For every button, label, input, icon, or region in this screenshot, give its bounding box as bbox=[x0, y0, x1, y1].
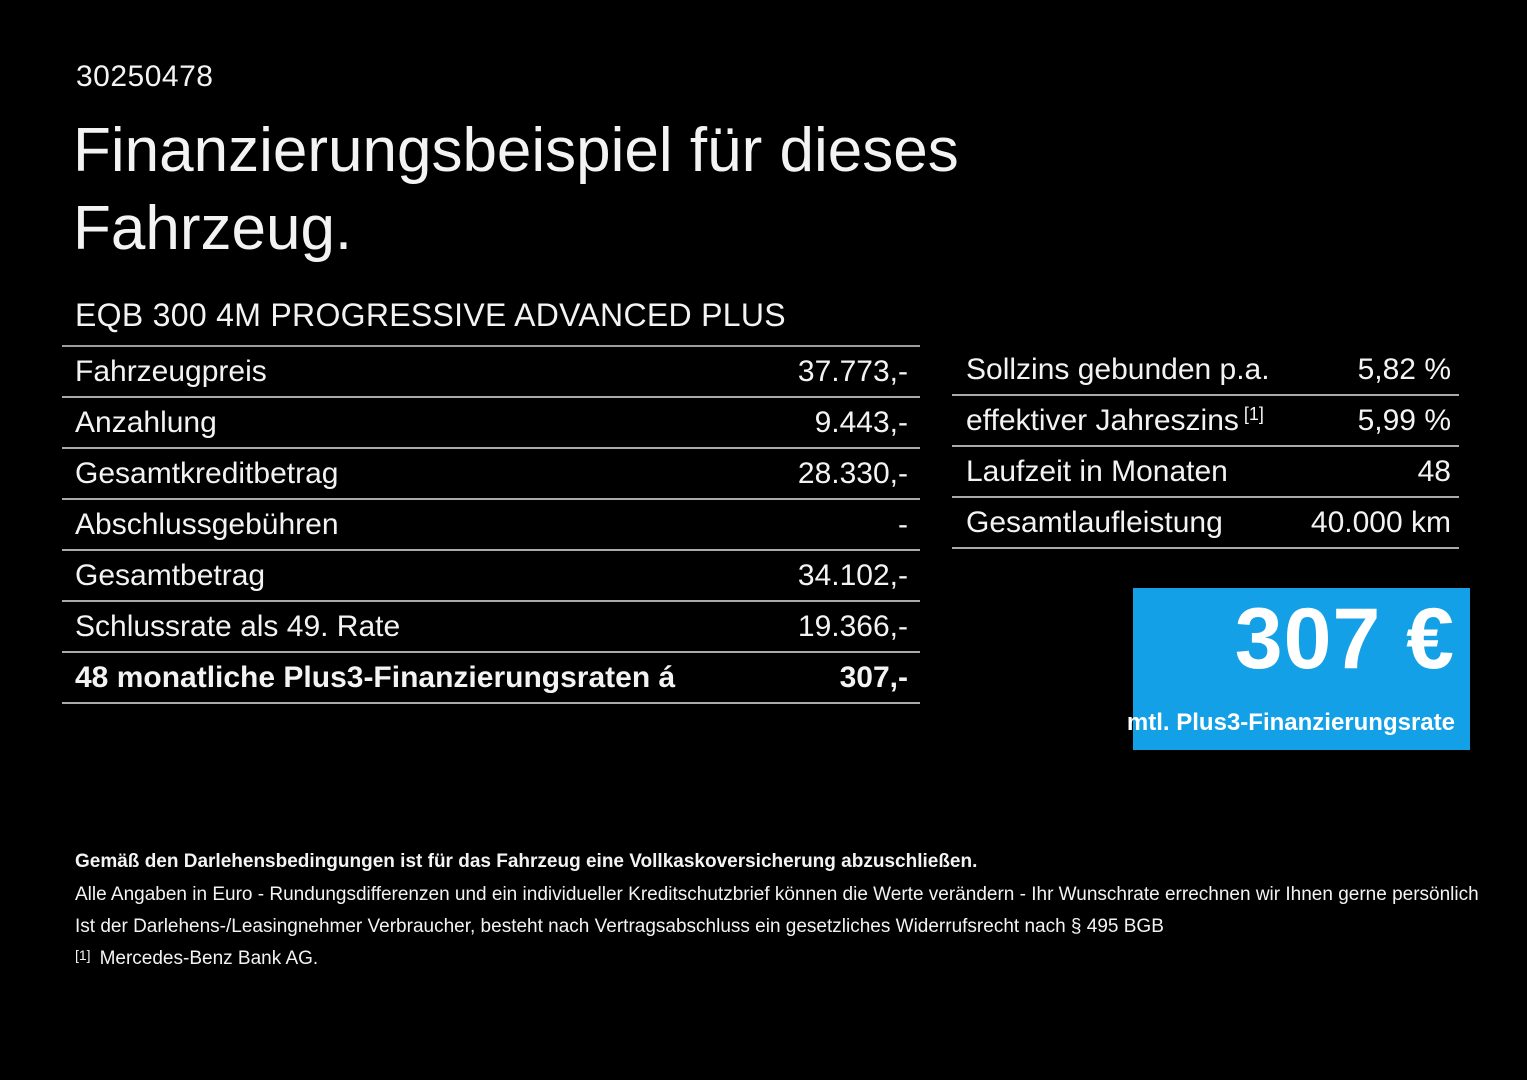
condition-row-value: 40.000 km bbox=[1310, 505, 1451, 539]
condition-row-value: 5,99 % bbox=[1357, 403, 1451, 437]
table-row: Gesamtkreditbetrag 28.330,- bbox=[62, 449, 920, 500]
footnote-marker: [1] bbox=[1243, 403, 1264, 424]
finance-row-label: Fahrzeugpreis bbox=[75, 354, 267, 388]
table-row: Abschlussgebühren - bbox=[62, 500, 920, 551]
finance-row-label: Abschlussgebühren bbox=[75, 507, 339, 541]
offer-id: 30250478 bbox=[76, 60, 214, 93]
footnote-marker: [1] bbox=[75, 947, 91, 963]
monthly-rate-highlight-box: 307 € mtl. Plus3-Finanzierungsrate bbox=[1127, 588, 1470, 750]
disclaimer-insurance-note: Gemäß den Darlehensbedingungen ist für d… bbox=[75, 851, 978, 872]
finance-row-value: - bbox=[898, 507, 908, 541]
footnote-bank: [1] Mercedes-Benz Bank AG. bbox=[75, 947, 318, 970]
table-row: Schlussrate als 49. Rate 19.366,- bbox=[62, 602, 920, 653]
vehicle-name: EQB 300 4M PROGRESSIVE ADVANCED PLUS bbox=[75, 297, 786, 333]
conditions-table: Sollzins gebunden p.a. 5,82 % effektiver… bbox=[952, 345, 1459, 549]
finance-row-value: 307,- bbox=[839, 660, 908, 694]
table-row: Fahrzeugpreis 37.773,- bbox=[62, 347, 920, 398]
condition-row-label: Laufzeit in Monaten bbox=[966, 454, 1228, 488]
disclaimer-euro-note: Alle Angaben in Euro - Rundungsdifferenz… bbox=[75, 884, 1479, 905]
finance-row-label: 48 monatliche Plus3-Finanzierungsraten á bbox=[75, 660, 676, 694]
finance-row-label: Gesamtbetrag bbox=[75, 558, 266, 592]
finance-row-label: Schlussrate als 49. Rate bbox=[75, 609, 401, 643]
condition-row-value: 48 bbox=[1417, 454, 1451, 488]
monthly-rate-caption: mtl. Plus3-Finanzierungsrate bbox=[1126, 709, 1455, 736]
table-row: Laufzeit in Monaten 48 bbox=[952, 447, 1459, 498]
condition-row-label: Sollzins gebunden p.a. bbox=[966, 352, 1270, 386]
finance-row-value: 37.773,- bbox=[797, 354, 908, 388]
table-row-monthly-rate: 48 monatliche Plus3-Finanzierungsraten á… bbox=[62, 653, 920, 704]
finance-table: Fahrzeugpreis 37.773,- Anzahlung 9.443,-… bbox=[62, 345, 920, 704]
condition-row-value: 5,82 % bbox=[1357, 352, 1451, 386]
table-row: Sollzins gebunden p.a. 5,82 % bbox=[952, 345, 1459, 396]
condition-row-label: effektiver Jahreszins [1] bbox=[966, 403, 1264, 437]
monthly-rate-amount: 307 € bbox=[1234, 591, 1455, 687]
disclaimer-withdrawal-note: Ist der Darlehens-/Leasingnehmer Verbrau… bbox=[75, 916, 1164, 937]
footnote-text: Mercedes-Benz Bank AG. bbox=[99, 948, 319, 969]
finance-row-value: 28.330,- bbox=[797, 456, 908, 490]
table-row: Gesamtbetrag 34.102,- bbox=[62, 551, 920, 602]
finance-row-label: Anzahlung bbox=[75, 405, 217, 439]
finance-row-value: 9.443,- bbox=[814, 405, 908, 439]
condition-row-label: Gesamtlaufleistung bbox=[966, 505, 1223, 539]
finance-row-value: 19.366,- bbox=[797, 609, 908, 643]
page-title: Finanzierungsbeispiel für dieses Fahrzeu… bbox=[73, 116, 959, 263]
finance-row-value: 34.102,- bbox=[797, 558, 908, 592]
table-row: Anzahlung 9.443,- bbox=[62, 398, 920, 449]
table-row: effektiver Jahreszins [1] 5,99 % bbox=[952, 396, 1459, 447]
finance-row-label: Gesamtkreditbetrag bbox=[75, 456, 339, 490]
table-row: Gesamtlaufleistung 40.000 km bbox=[952, 498, 1459, 549]
